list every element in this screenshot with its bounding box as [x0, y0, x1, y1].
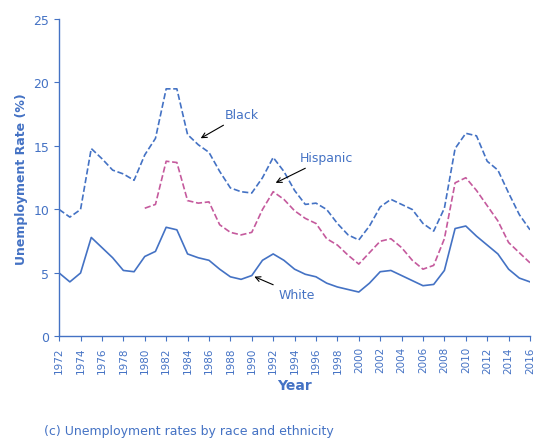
Text: Black: Black [202, 109, 259, 138]
Text: Hispanic: Hispanic [277, 152, 353, 183]
Text: White: White [255, 277, 315, 302]
X-axis label: Year: Year [277, 378, 312, 392]
Y-axis label: Unemployment Rate (%): Unemployment Rate (%) [15, 93, 28, 264]
Text: (c) Unemployment rates by race and ethnicity: (c) Unemployment rates by race and ethni… [44, 424, 334, 437]
